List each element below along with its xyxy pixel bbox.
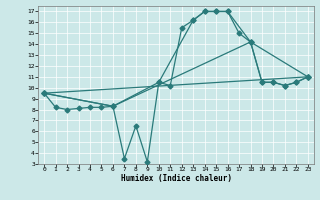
X-axis label: Humidex (Indice chaleur): Humidex (Indice chaleur) — [121, 174, 231, 183]
